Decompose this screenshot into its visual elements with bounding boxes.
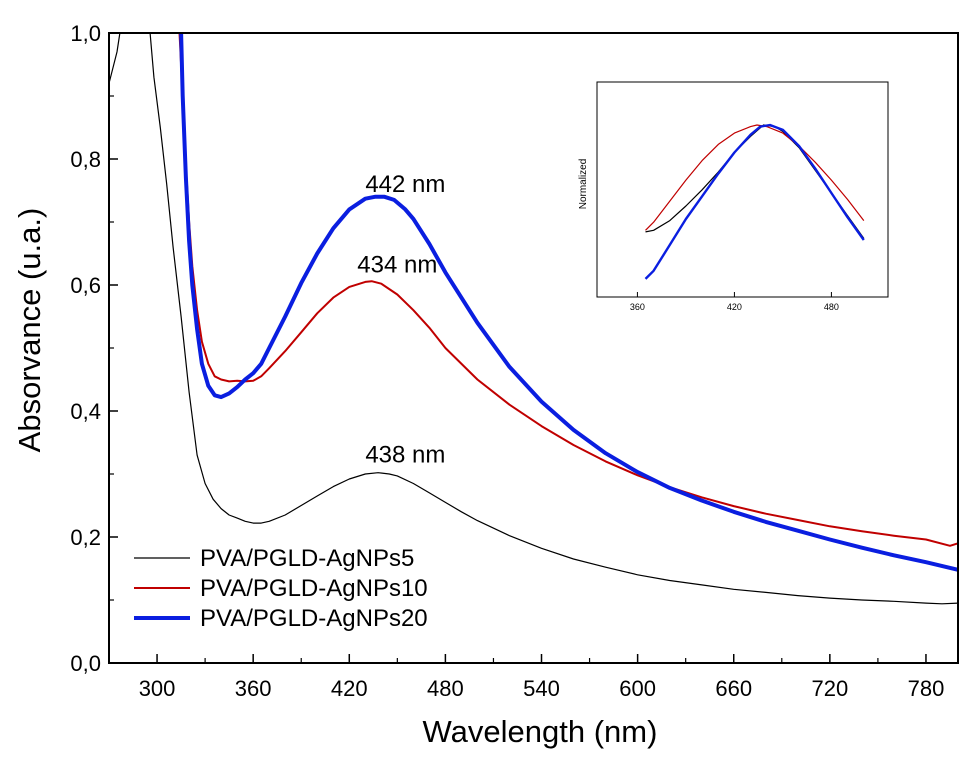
legend: PVA/PGLD-AgNPs5 PVA/PGLD-AgNPs10 PVA/PGLD-… (134, 545, 428, 632)
y-tick-label: 0,0 (70, 651, 101, 676)
main-plot: 300 360 420 480 540 600 660 720 780 0,0 0,2 0,4 0,6 0… (70, 21, 959, 701)
y-tick-label: 0,2 (70, 525, 101, 550)
peak-annotation: 442 nm (365, 171, 445, 198)
inset-series-line-pva-pgld-agnps10 (645, 124, 865, 231)
y-tick-label: 0,8 (70, 147, 101, 172)
y-tick-label: 1,0 (70, 21, 101, 46)
y-tick-label: 0,6 (70, 273, 101, 298)
inset-plot: 360 420 480 Normalized (578, 81, 889, 312)
x-tick-label: 660 (715, 676, 752, 701)
inset-frame (596, 81, 889, 298)
series-line-pva-pgld-agnps10 (178, 33, 958, 547)
inset-y-axis-title: Normalized (578, 159, 589, 210)
y-tick-label: 0,4 (70, 399, 101, 424)
legend-label: PVA/PGLD-AgNPs5 (200, 545, 414, 572)
x-axis-title: Wavelength (nm) (423, 714, 658, 749)
x-tick-label: 480 (427, 676, 464, 701)
x-tick-label: 600 (619, 676, 656, 701)
peak-annotation: 434 nm (357, 251, 437, 278)
peak-annotation: 438 nm (365, 442, 445, 469)
x-tick-label: 540 (523, 676, 560, 701)
series-line-pva-pgld-agnps5 (109, 33, 958, 605)
x-tick-label: 300 (139, 676, 176, 701)
legend-label: PVA/PGLD-AgNPs20 (200, 605, 428, 632)
x-tick-label: 780 (908, 676, 945, 701)
inset-x-tick-label: 360 (630, 302, 645, 312)
series-line-pva-pgld-agnps20 (179, 33, 958, 572)
legend-label: PVA/PGLD-AgNPs10 (200, 575, 428, 602)
x-tick-label: 420 (331, 676, 368, 701)
inset-x-tick-label: 480 (824, 302, 839, 312)
x-tick-label: 720 (811, 676, 848, 701)
inset-series-line-pva-pgld-agnps20 (644, 123, 865, 280)
y-axis-title: Absorvance (u.a.) (12, 208, 47, 453)
x-tick-label: 360 (235, 676, 272, 701)
inset-x-tick-label: 420 (727, 302, 742, 312)
